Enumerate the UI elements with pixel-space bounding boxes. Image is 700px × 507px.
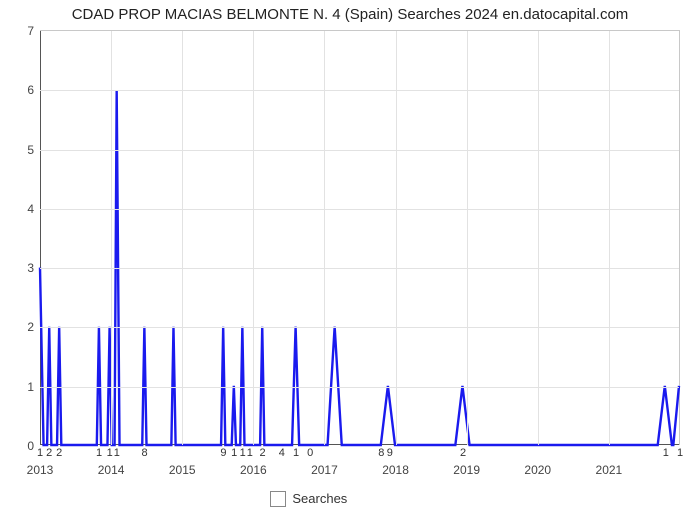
peak-value-label: 2 <box>460 445 466 459</box>
y-tick-label: 3 <box>6 261 40 275</box>
grid-h <box>40 209 679 210</box>
chart-title: CDAD PROP MACIAS BELMONTE N. 4 (Spain) S… <box>0 6 700 23</box>
grid-v <box>609 31 610 445</box>
grid-h <box>40 90 679 91</box>
y-tick-label: 2 <box>6 320 40 334</box>
peak-value-label: 4 <box>279 445 285 459</box>
peak-value-label: 2 <box>56 445 62 459</box>
peak-value-label: 1 <box>96 445 102 459</box>
grid-v <box>253 31 254 445</box>
grid-v <box>538 31 539 445</box>
peak-value-label: 1 <box>114 445 120 459</box>
grid-v <box>324 31 325 445</box>
peak-value-label: 1 <box>231 445 237 459</box>
x-tick-label: 2020 <box>524 459 551 477</box>
chart-container: CDAD PROP MACIAS BELMONTE N. 4 (Spain) S… <box>0 0 700 500</box>
y-tick-label: 7 <box>6 24 40 38</box>
legend-swatch <box>270 491 286 507</box>
x-tick-label: 2018 <box>382 459 409 477</box>
peak-value-label: 1 <box>293 445 299 459</box>
peak-value-label: 1 <box>240 445 246 459</box>
line-series <box>40 31 679 445</box>
grid-h <box>40 327 679 328</box>
peak-value-label: 0 <box>307 445 313 459</box>
peak-value-label: 1 <box>663 445 669 459</box>
peak-value-label: 8 <box>141 445 147 459</box>
x-tick-label: 2016 <box>240 459 267 477</box>
peak-value-label: 1 <box>37 445 43 459</box>
peak-value-label: 8 <box>378 445 384 459</box>
peak-value-label: 2 <box>46 445 52 459</box>
grid-h <box>40 387 679 388</box>
grid-v <box>111 31 112 445</box>
grid-v <box>467 31 468 445</box>
peak-value-label: 1 <box>677 445 683 459</box>
x-tick-label: 2014 <box>98 459 125 477</box>
x-tick-label: 2015 <box>169 459 196 477</box>
plot-area: 0123456720132014201520162017201820192020… <box>40 30 680 445</box>
x-tick-label: 2017 <box>311 459 338 477</box>
peak-value-label: 9 <box>220 445 226 459</box>
y-tick-label: 1 <box>6 380 40 394</box>
y-tick-label: 4 <box>6 202 40 216</box>
y-tick-label: 6 <box>6 83 40 97</box>
peak-value-label: 1 <box>247 445 253 459</box>
y-tick-label: 0 <box>6 439 40 453</box>
grid-v <box>396 31 397 445</box>
x-tick-label: 2021 <box>596 459 623 477</box>
legend-label: Searches <box>292 491 347 506</box>
x-tick-label: 2019 <box>453 459 480 477</box>
grid-h <box>40 150 679 151</box>
y-tick-label: 5 <box>6 143 40 157</box>
grid-v <box>182 31 183 445</box>
peak-value-label: 9 <box>387 445 393 459</box>
x-tick-label: 2013 <box>27 459 54 477</box>
peak-value-label: 1 <box>107 445 113 459</box>
grid-h <box>40 268 679 269</box>
peak-value-label: 2 <box>260 445 266 459</box>
